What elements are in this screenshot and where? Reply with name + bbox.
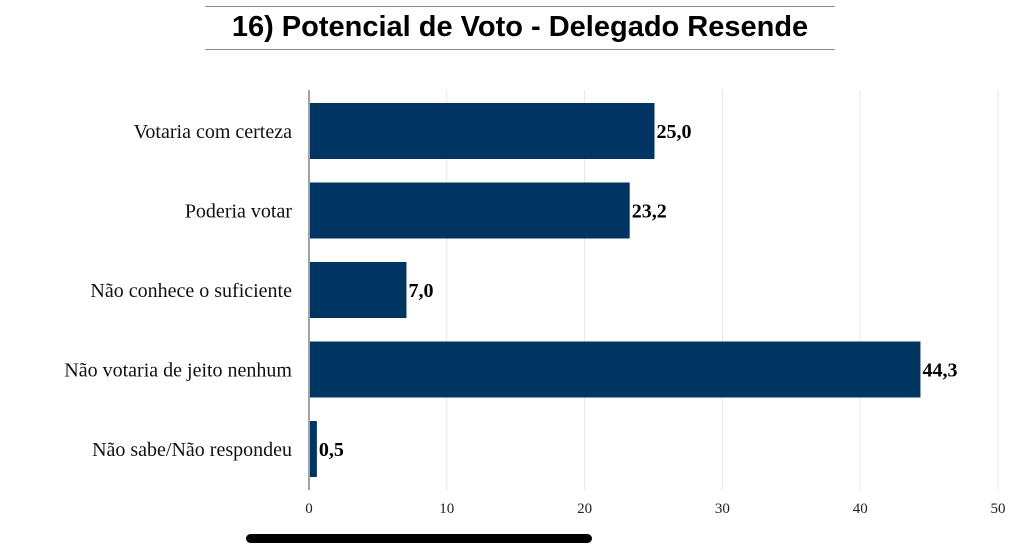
title-frame: 16) Potencial de Voto - Delegado Resende (205, 6, 835, 50)
x-tick-label: 0 (305, 501, 313, 517)
category-label: Não votaria de jeito nenhum (64, 360, 292, 382)
data-label: 25,0 (657, 121, 692, 143)
bar (310, 262, 407, 318)
x-tick-label: 10 (439, 501, 454, 517)
category-label: Não sabe/Não respondeu (92, 439, 292, 461)
bar (310, 341, 921, 398)
category-label: Votaria com certeza (134, 121, 293, 143)
data-label: 0,5 (319, 439, 344, 461)
data-label: 23,2 (632, 201, 667, 223)
bar (310, 421, 317, 477)
x-tick-label: 30 (715, 501, 730, 517)
x-tick-label: 50 (991, 501, 1006, 517)
category-label: Poderia votar (185, 201, 293, 223)
home-indicator-bar[interactable] (246, 534, 592, 543)
x-tick-label: 20 (577, 501, 592, 517)
category-label: Não conhece o suficiente (90, 280, 292, 302)
data-label: 44,3 (922, 360, 957, 382)
data-label: 7,0 (408, 280, 433, 302)
bar (310, 103, 655, 159)
chart-title: 16) Potencial de Voto - Delegado Resende (231, 11, 809, 43)
bar (310, 182, 630, 239)
x-tick-label: 40 (853, 501, 868, 517)
